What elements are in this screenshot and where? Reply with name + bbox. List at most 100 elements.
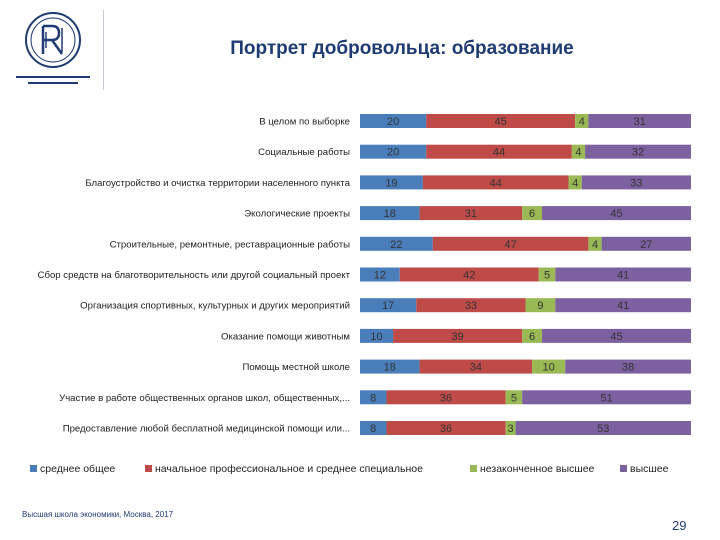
bar-segment <box>532 359 566 374</box>
bar-segment <box>542 328 691 343</box>
data-label: 34 <box>470 362 482 374</box>
bar-segment <box>601 236 691 251</box>
category-label: Социальные работы <box>258 147 350 158</box>
bar-segment <box>568 175 582 190</box>
legend-swatch <box>30 465 37 472</box>
bar-segment <box>585 144 691 159</box>
data-label: 6 <box>529 208 535 220</box>
bar-segment <box>399 267 539 282</box>
legend-swatch <box>145 465 152 472</box>
category-label: Оказание помощи животным <box>221 331 350 342</box>
data-label: 4 <box>575 147 581 159</box>
slide-header: Портрет добровольца: образование <box>0 0 720 100</box>
data-label: 39 <box>452 331 464 343</box>
category-label: Предоставление любой бесплатной медицинс… <box>63 424 350 435</box>
bar-segment <box>360 298 417 313</box>
bar-segment <box>505 421 516 435</box>
bar-segment <box>522 328 543 343</box>
bar-segment <box>422 175 569 190</box>
data-label: 44 <box>493 147 505 159</box>
legend-swatch <box>470 465 477 472</box>
data-label: 41 <box>617 270 629 282</box>
bar-segment <box>432 236 589 251</box>
data-label: 4 <box>592 239 598 251</box>
bar-segment <box>505 390 523 405</box>
data-label: 27 <box>640 239 652 251</box>
bar-segment <box>360 206 420 221</box>
data-label: 45 <box>610 331 622 343</box>
legend-label: начальное профессиональное и среднее спе… <box>155 463 423 475</box>
page-number: 29 <box>672 518 687 533</box>
bar-segment <box>581 175 691 190</box>
data-label: 3 <box>508 423 514 435</box>
data-label: 9 <box>537 300 543 312</box>
category-label: Сбор средств на благотворительность или … <box>38 270 351 281</box>
bar-segment <box>565 359 691 374</box>
bar-segment <box>360 175 423 190</box>
header-divider <box>103 10 104 90</box>
data-label: 38 <box>622 362 634 374</box>
bar-segment <box>525 298 556 313</box>
bar-segment <box>360 359 420 374</box>
bar-segment <box>393 328 523 343</box>
data-label: 19 <box>385 177 397 189</box>
legend-label: высшее <box>630 463 669 475</box>
bar-segment <box>416 298 526 313</box>
category-label: Участие в работе общественных органов шк… <box>59 393 350 404</box>
bar-segment <box>571 144 586 159</box>
data-label: 20 <box>387 116 399 128</box>
bar-segment <box>575 114 589 128</box>
page-title: Портрет добровольца: образование <box>230 38 574 59</box>
data-label: 4 <box>579 116 585 128</box>
bar-segment <box>538 267 556 282</box>
data-label: 8 <box>370 392 376 404</box>
data-label: 20 <box>387 147 399 159</box>
data-label: 4 <box>572 177 578 189</box>
data-label: 33 <box>630 177 642 189</box>
data-label: 45 <box>495 116 507 128</box>
bar-segment <box>515 421 691 435</box>
bar-segment <box>555 267 691 282</box>
bar-segment <box>360 267 400 282</box>
footer-text: Высшая школа экономики, Москва, 2017 <box>22 510 174 519</box>
data-label: 10 <box>370 331 382 343</box>
data-label: 17 <box>382 300 394 312</box>
legend-label: незаконченное высшее <box>480 463 595 475</box>
data-label: 6 <box>529 331 535 343</box>
data-label: 18 <box>384 362 396 374</box>
bar-segment <box>542 206 691 221</box>
bar-segment <box>419 206 523 221</box>
data-label: 10 <box>543 362 555 374</box>
data-label: 36 <box>440 392 452 404</box>
data-label: 53 <box>597 423 609 435</box>
bar-segment <box>426 144 572 159</box>
bar-segment <box>522 206 543 221</box>
legend-swatch <box>620 465 627 472</box>
data-label: 22 <box>390 239 402 251</box>
bar-segment <box>360 421 387 435</box>
bar-segment <box>588 114 691 128</box>
data-label: 47 <box>504 239 516 251</box>
data-label: 33 <box>465 300 477 312</box>
legend-label: среднее общее <box>40 463 115 475</box>
bar-segment <box>522 390 691 405</box>
data-label: 51 <box>600 392 612 404</box>
bar-segment <box>360 328 394 343</box>
university-logo <box>16 12 90 84</box>
data-label: 32 <box>632 147 644 159</box>
bar-segment <box>360 114 427 128</box>
data-label: 5 <box>544 270 550 282</box>
category-label: Благоустройство и очистка территории нас… <box>85 178 350 189</box>
data-label: 5 <box>511 392 517 404</box>
category-label: Помощь местной школе <box>242 362 350 373</box>
bar-segment <box>360 144 427 159</box>
category-label: В целом по выборке <box>259 117 350 128</box>
data-label: 12 <box>374 270 386 282</box>
data-label: 41 <box>617 300 629 312</box>
data-label: 44 <box>490 177 502 189</box>
bar-segment <box>555 298 691 313</box>
category-label: Организация спортивных, культурных и дру… <box>80 301 350 312</box>
bar-segment <box>426 114 576 128</box>
category-label: Строительные, ремонтные, реставрационные… <box>110 239 350 250</box>
